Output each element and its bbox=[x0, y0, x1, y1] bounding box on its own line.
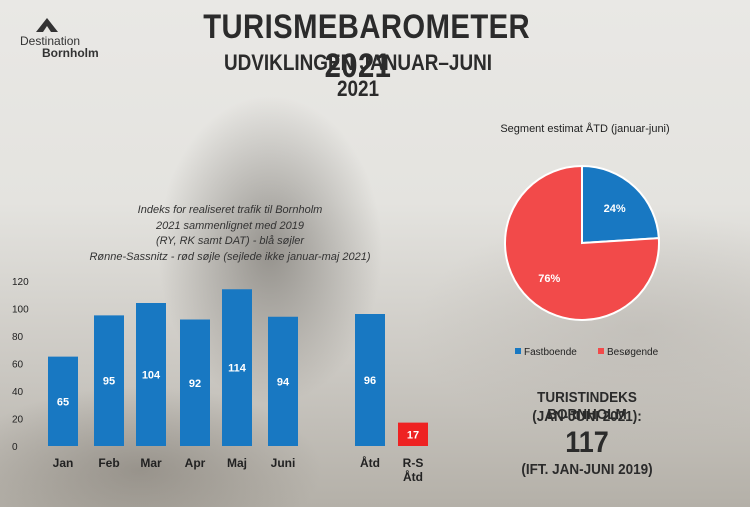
bar bbox=[268, 316, 298, 446]
page-title: TURISMEBAROMETER 2021 bbox=[203, 8, 531, 85]
x-tick-label: Apr bbox=[185, 456, 206, 470]
pie-slice bbox=[504, 164, 660, 321]
note-line: 2021 sammenlignet med 2019 bbox=[156, 219, 304, 232]
note-line: Indeks for realiseret trafik til Bornhol… bbox=[137, 204, 323, 216]
y-tick-label: 80 bbox=[12, 332, 24, 343]
bar-value-label: 96 bbox=[364, 375, 376, 387]
pie-chart-title: Segment estimat ÅTD (januar-juni) bbox=[500, 123, 670, 135]
logo-line1: Destination bbox=[20, 34, 81, 48]
bar-value-label: 94 bbox=[277, 376, 290, 388]
x-tick-label: Juni bbox=[271, 456, 296, 470]
page-subtitle: UDVIKLINGEN JANUAR–JUNI 2021 bbox=[223, 50, 493, 101]
pie-chart: 24% 76% Fastboende Besøgende bbox=[504, 164, 660, 358]
tourism-index-label: TURISTINDEKS BORNHOLM bbox=[537, 389, 637, 423]
pie-slice bbox=[581, 164, 660, 245]
bar bbox=[180, 319, 210, 446]
destination-bornholm-logo: Destination Bornholm bbox=[18, 16, 138, 60]
legend-label: Fastboende bbox=[524, 347, 577, 358]
x-tick-label: Mar bbox=[140, 456, 162, 470]
y-tick-label: 100 bbox=[12, 305, 29, 316]
pie-value-label: 76% bbox=[538, 273, 560, 285]
bar bbox=[222, 289, 252, 446]
x-tick-label: Feb bbox=[98, 456, 119, 470]
bar bbox=[355, 314, 385, 446]
tourism-index-period: (JAN-JUNI 2021): bbox=[532, 408, 642, 425]
bar-chart-note: Indeks for realiseret trafik til Bornhol… bbox=[80, 203, 380, 265]
pie-value-label: 24% bbox=[604, 203, 626, 215]
note-line: (RY, RK samt DAT) - blå søjler bbox=[155, 235, 305, 247]
bar bbox=[94, 315, 124, 446]
y-tick-label: 0 bbox=[12, 442, 18, 453]
y-tick-label: 120 bbox=[12, 277, 29, 288]
bar bbox=[398, 422, 428, 446]
bar-value-label: 17 bbox=[407, 429, 419, 441]
legend-label: Besøgende bbox=[607, 347, 659, 358]
x-tick-label: Jan bbox=[53, 456, 74, 470]
x-tick-label: Maj bbox=[227, 456, 247, 470]
bar-chart: 0 20 40 60 80 100 120 65 Jan 95 Feb 104 Mar 92 Apr 114 M… bbox=[12, 277, 428, 484]
y-tick-label: 20 bbox=[12, 415, 24, 426]
bar-value-label: 65 bbox=[57, 396, 69, 408]
logo-mark-icon bbox=[36, 18, 58, 32]
x-tick-label: R-S bbox=[403, 456, 424, 470]
bar-value-label: 92 bbox=[189, 378, 201, 390]
y-tick-label: 60 bbox=[12, 360, 24, 371]
y-tick-label: 40 bbox=[12, 387, 24, 398]
note-line: Rønne-Sassnitz - rød søjle (sejlede ikke… bbox=[89, 250, 371, 263]
x-tick-label: Åtd bbox=[403, 469, 423, 484]
tourism-index-value: 117 bbox=[565, 426, 609, 459]
x-tick-label: Åtd bbox=[360, 455, 380, 470]
legend-swatch bbox=[598, 348, 604, 354]
tourism-index-reference: (IFT. JAN-JUNI 2019) bbox=[521, 461, 653, 478]
bar bbox=[136, 303, 166, 446]
logo-line2: Bornholm bbox=[42, 46, 99, 60]
bar-value-label: 114 bbox=[228, 363, 247, 375]
bar-value-label: 95 bbox=[103, 376, 115, 388]
legend-swatch bbox=[515, 348, 521, 354]
bar-value-label: 104 bbox=[142, 370, 161, 382]
bar bbox=[48, 356, 78, 446]
